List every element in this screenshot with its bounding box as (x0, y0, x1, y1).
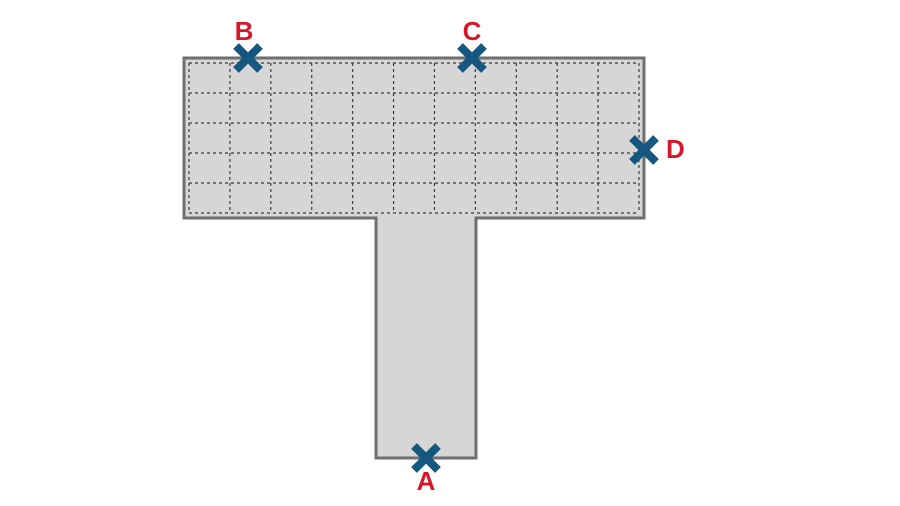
point-label-b: B (235, 16, 254, 46)
point-label-c: C (463, 16, 482, 46)
point-c: C (460, 16, 484, 70)
point-a: A (414, 446, 438, 496)
point-label-d: D (666, 134, 685, 164)
point-label-a: A (417, 466, 436, 496)
t-shape (184, 58, 644, 458)
diagram-canvas: A B C D (0, 0, 900, 506)
